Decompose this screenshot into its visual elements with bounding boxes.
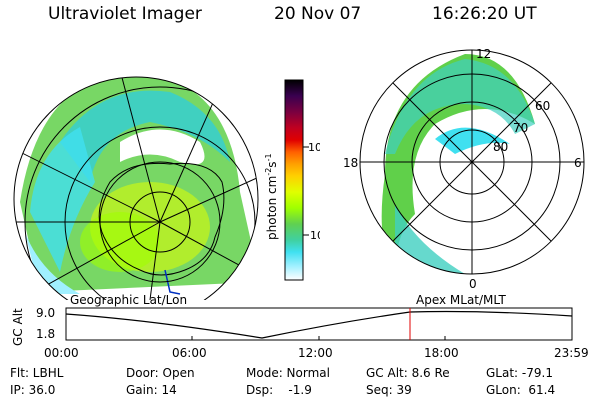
apex-caption: Apex MLat/MLT	[416, 293, 506, 307]
xtick-0000: 00:00	[44, 346, 79, 360]
colorbar: 100 10 photon cm-2s-1	[264, 79, 320, 281]
apex-mlt-map: 12 18 6 0 60 70 80	[343, 47, 585, 291]
altitude-ytick-bottom: 1.8	[36, 327, 55, 341]
mlat-label-60: 60	[535, 99, 550, 113]
mode-status: Mode: Normal	[246, 366, 330, 380]
seq-status: Seq: 39	[366, 383, 412, 397]
xtick-1800: 18:00	[424, 346, 459, 360]
date-label: 20 Nov 07	[274, 4, 362, 24]
mlt-label-6: 6	[574, 156, 582, 170]
gc-alt-status: GC Alt: 8.6 Re	[366, 366, 450, 380]
time-label: 16:26:20 UT	[432, 4, 537, 24]
colorbar-gradient	[284, 79, 304, 281]
ip-status: IP: 36.0	[10, 383, 56, 397]
xtick-2359: 23:59	[554, 346, 589, 360]
mlat-label-80: 80	[493, 140, 508, 154]
filter-status: Flt: LBHL	[10, 366, 64, 380]
colorbar-tick-10: 10	[310, 229, 320, 242]
altitude-plot: GC Alt 9.0 1.8	[11, 306, 573, 346]
colorbar-tick-100: 100	[308, 141, 320, 154]
geographic-map	[13, 76, 259, 300]
dsp-status: Dsp: -1.9	[246, 383, 312, 397]
xtick-1200: 12:00	[298, 346, 333, 360]
glat-status: GLat: -79.1	[486, 366, 553, 380]
colorbar-label: photon cm-2s-1	[264, 153, 279, 240]
mlt-label-18: 18	[343, 156, 358, 170]
altitude-ytick-top: 9.0	[36, 306, 55, 320]
mlat-label-70: 70	[513, 121, 528, 135]
svg-text:photon cm-2s-1: photon cm-2s-1	[264, 153, 279, 240]
xtick-0600: 06:00	[172, 346, 207, 360]
altitude-curve	[65, 310, 573, 339]
geographic-caption: Geographic Lat/Lon	[70, 293, 188, 307]
door-status: Door: Open	[126, 366, 195, 380]
glon-status: GLon: 61.4	[486, 383, 556, 397]
gain-status: Gain: 14	[126, 383, 177, 397]
altitude-ylabel: GC Alt	[11, 308, 25, 346]
mlt-label-0: 0	[469, 277, 477, 291]
instrument-title: Ultraviolet Imager	[48, 4, 202, 24]
mlt-label-12: 12	[476, 47, 491, 61]
